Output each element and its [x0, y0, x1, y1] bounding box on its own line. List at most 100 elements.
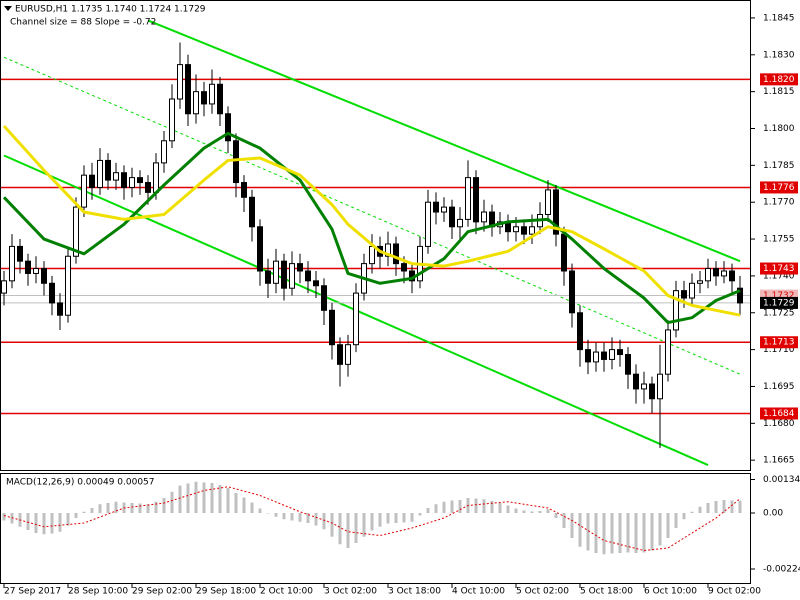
x-tick-label: 2 Oct 10:00: [260, 587, 313, 597]
candle-body: [297, 263, 303, 272]
candle-body: [433, 201, 439, 213]
macd-bar: [74, 513, 78, 518]
macd-bar: [242, 497, 246, 513]
macd-panel: [2, 481, 742, 555]
macd-bar: [146, 504, 150, 513]
macd-bar: [530, 511, 534, 513]
macd-bar: [282, 513, 286, 520]
macd-bar: [538, 511, 542, 513]
candle-body: [265, 270, 271, 284]
level-label: 1.1743: [763, 264, 795, 274]
candle-body: [553, 189, 559, 235]
macd-bar: [426, 508, 430, 513]
macd-bar: [594, 513, 598, 553]
candle-body: [161, 140, 167, 164]
candle-body: [241, 182, 247, 198]
candle-body: [657, 373, 663, 400]
candle-body: [81, 174, 87, 208]
level-label-box: [760, 407, 798, 420]
candle-body: [385, 243, 391, 257]
candle-body: [65, 255, 71, 316]
y-tick-label: 1.1815: [763, 87, 795, 97]
candle-body: [569, 270, 575, 314]
candle-body: [273, 260, 279, 284]
macd-bar: [306, 513, 310, 523]
x-tick-label: 9 Oct 02:00: [708, 587, 761, 597]
candle-body: [713, 268, 719, 277]
macd-bar: [698, 506, 702, 513]
macd-bar: [42, 513, 46, 535]
macd-bar: [298, 513, 302, 522]
axes: 1.1845 1.1830 1.1815 1.1800 1.1785 1.1770 1.17…: [3, 13, 800, 597]
candle-body: [585, 349, 591, 363]
y-tick-label: 1.1725: [763, 308, 795, 318]
macd-bar: [618, 513, 622, 553]
candle-body: [41, 268, 47, 284]
candle-body: [457, 218, 463, 228]
x-tick-label: 27 Sep 2017: [4, 587, 61, 597]
candle-body: [401, 263, 407, 272]
macd-bar: [674, 513, 678, 528]
level-label-box: [760, 181, 798, 194]
candle-body: [105, 159, 111, 181]
x-tick-label: 28 Sep 10:00: [68, 587, 128, 597]
level-label: 1.1684: [763, 409, 795, 419]
candle-body: [249, 196, 255, 228]
candle-body: [681, 290, 687, 299]
macd-bar: [346, 513, 350, 548]
x-tick-label: 3 Oct 02:00: [324, 587, 377, 597]
candle-body: [9, 245, 15, 282]
macd-bar: [250, 502, 254, 513]
x-tick-label: 5 Oct 18:00: [580, 587, 633, 597]
candle-body: [289, 263, 295, 289]
y-tick-label: 1.1755: [763, 235, 795, 245]
level-label: 1.1713: [763, 338, 795, 348]
macd-bar: [354, 513, 358, 543]
macd-bar: [370, 513, 374, 531]
price-label: 1.1732: [763, 291, 795, 301]
y-tick-label: 1.1680: [763, 419, 795, 429]
candle-body: [697, 280, 703, 284]
macd-y-tick-label: 0.00: [763, 509, 783, 519]
macd-bar: [546, 509, 550, 513]
macd-bar: [570, 513, 574, 538]
macd-bar: [386, 513, 390, 524]
candle-body: [641, 383, 647, 390]
macd-bar: [106, 503, 110, 513]
x-tick-label: 6 Oct 10:00: [644, 587, 697, 597]
channel-line: [3, 56, 741, 375]
candle-body: [97, 159, 103, 188]
candle-body: [593, 351, 599, 363]
candle-body: [257, 226, 263, 272]
candle-body: [281, 260, 287, 289]
candle-body: [177, 64, 183, 100]
macd-bar: [586, 513, 590, 551]
candle-body: [1, 280, 7, 294]
candle-body: [369, 245, 375, 265]
macd-bar: [634, 513, 638, 553]
candle-body: [481, 211, 487, 223]
macd-y-tick-label: -0.00224: [763, 565, 800, 575]
candle-body: [305, 270, 311, 282]
macd-bar: [610, 513, 614, 554]
candle-body: [145, 182, 151, 193]
macd-bar: [194, 481, 198, 513]
candle-body: [33, 268, 39, 274]
candle-body: [337, 344, 343, 365]
macd-bar: [706, 503, 710, 513]
macd-bar: [602, 513, 606, 555]
candle-body: [617, 349, 623, 356]
macd-bar: [522, 510, 526, 513]
price-label-box: [760, 296, 798, 309]
candle-body: [465, 177, 471, 220]
moving-average: [2, 125, 741, 317]
level-label: 1.1820: [763, 75, 795, 85]
macd-bar: [234, 493, 238, 513]
macd-bar: [114, 501, 118, 513]
candle-body: [89, 174, 95, 188]
menu-icon[interactable]: [4, 6, 12, 11]
macd-bar: [578, 513, 582, 547]
macd-bar: [458, 500, 462, 513]
candle-body: [393, 243, 399, 265]
candle-body: [25, 260, 31, 274]
